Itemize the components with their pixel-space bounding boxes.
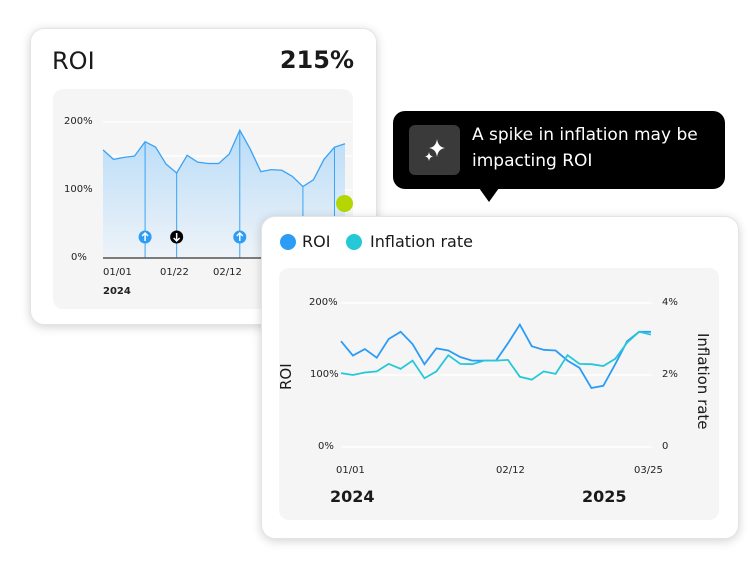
- y-tick: 100%: [64, 184, 93, 195]
- y-left-tick: 200%: [309, 297, 338, 308]
- year-label: 2024: [103, 286, 131, 297]
- roi-inflation-card: [261, 216, 739, 539]
- y-left-tick: 100%: [310, 369, 339, 380]
- roi-line: [102, 128, 346, 188]
- sparkle-icon: [409, 125, 460, 175]
- roi-title: ROI: [52, 47, 95, 75]
- x-tick: 01/22: [160, 267, 189, 278]
- legend-roi-dot: [280, 234, 296, 250]
- y-right-tick: 0: [662, 441, 669, 452]
- x-tick: 02/12: [496, 465, 525, 476]
- inflation-line: [340, 330, 652, 381]
- tooltip-line-2: impacting ROI: [472, 151, 593, 171]
- legend-roi-label[interactable]: ROI: [302, 232, 331, 251]
- y-left-tick: 0%: [318, 441, 334, 452]
- x-tick: 02/12: [213, 267, 242, 278]
- arrow-up-icon: [141, 231, 149, 241]
- arrow-up-icon: [236, 231, 244, 241]
- year-label: 2024: [330, 487, 375, 506]
- legend-inflation-label[interactable]: Inflation rate: [370, 232, 473, 251]
- y-right-tick: 4%: [662, 297, 678, 308]
- roi-value: 215%: [279, 46, 354, 74]
- x-tick: 01/01: [336, 465, 365, 476]
- y-tick: 0%: [71, 252, 87, 263]
- insight-tooltip: A spike in inflation may be impacting RO…: [393, 111, 725, 202]
- year-label: 2025: [582, 487, 627, 506]
- roi-line: [340, 322, 651, 389]
- arrow-down-icon: [173, 233, 181, 243]
- tooltip-line-1: A spike in inflation may be: [472, 125, 698, 145]
- y-left-label: ROI: [277, 363, 295, 390]
- legend-inflation-dot: [346, 234, 362, 250]
- y-right-label: Inflation rate: [694, 333, 712, 430]
- x-tick: 01/01: [103, 267, 132, 278]
- x-tick: 03/25: [634, 465, 663, 476]
- y-right-tick: 2%: [662, 369, 678, 380]
- y-tick: 200%: [64, 116, 93, 127]
- comparison-chart-panel: [279, 268, 719, 520]
- status-dot[interactable]: [336, 195, 353, 212]
